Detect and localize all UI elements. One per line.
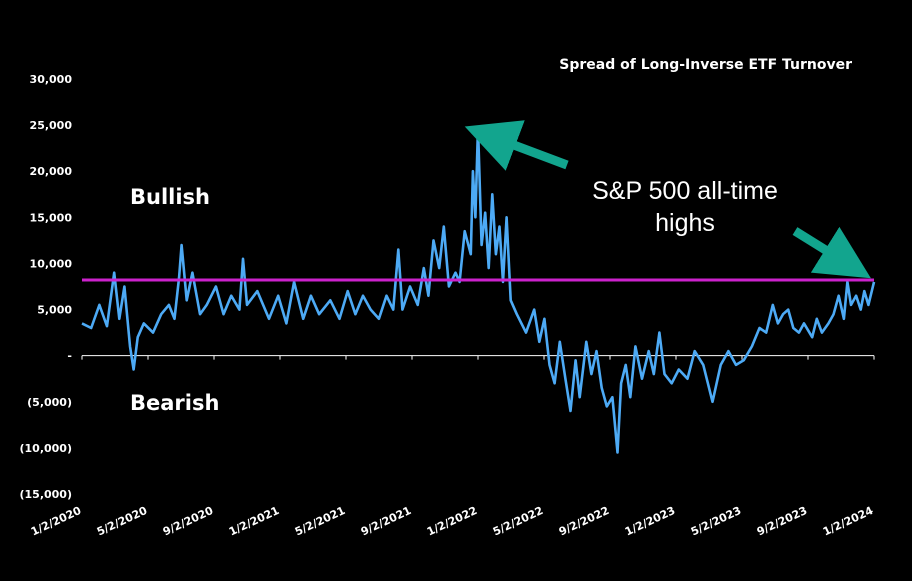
x-tick-label: 1/2/2021 [227,504,281,539]
y-tick-label: 30,000 [30,73,73,86]
x-tick-label: 1/2/2020 [29,504,84,539]
y-tick-label: (5,000) [27,396,72,409]
x-tick-label: 5/2/2021 [293,504,347,539]
bearish-label: Bearish [130,391,219,415]
x-tick-label: 5/2/2023 [689,504,743,539]
x-tick-label: 9/2/2023 [755,504,809,539]
y-tick-label: 15,000 [30,211,73,224]
y-tick-label: 25,000 [30,119,73,132]
x-tick-label: 5/2/2020 [95,504,150,539]
x-tick-label: 9/2/2022 [557,504,611,539]
y-tick-label: 5,000 [37,304,72,317]
chart-title: Spread of Long-Inverse ETF Turnover [559,57,852,73]
annotation-line-1: S&P 500 all-time [592,177,778,205]
bullish-label: Bullish [130,185,210,209]
y-tick-label: (15,000) [19,488,72,501]
x-axis-ticks: 1/2/2020 5/2/2020 9/2/2020 1/2/2021 5/2/2021… [29,504,876,539]
y-axis-ticks: 30,000 25,000 20,000 15,000 10,000 5,000 - (5,0… [19,73,72,501]
arrow-to-2024-highs [792,226,871,279]
x-axis-tick-marks [81,355,875,360]
x-tick-label: 1/2/2024 [821,504,876,539]
y-tick-label: 20,000 [30,165,73,178]
x-tick-label: 9/2/2021 [359,504,413,539]
y-tick-label: - [67,350,72,363]
series-line [81,125,876,454]
arrow-to-2022-peak [464,120,569,171]
x-tick-label: 1/2/2023 [623,504,677,539]
y-tick-label: 10,000 [30,257,73,270]
annotation-line-2: highs [655,209,715,237]
x-tick-label: 1/2/2022 [425,504,479,539]
x-tick-label: 5/2/2022 [491,504,545,539]
y-tick-label: (10,000) [19,442,72,455]
x-tick-label: 9/2/2020 [161,504,216,539]
